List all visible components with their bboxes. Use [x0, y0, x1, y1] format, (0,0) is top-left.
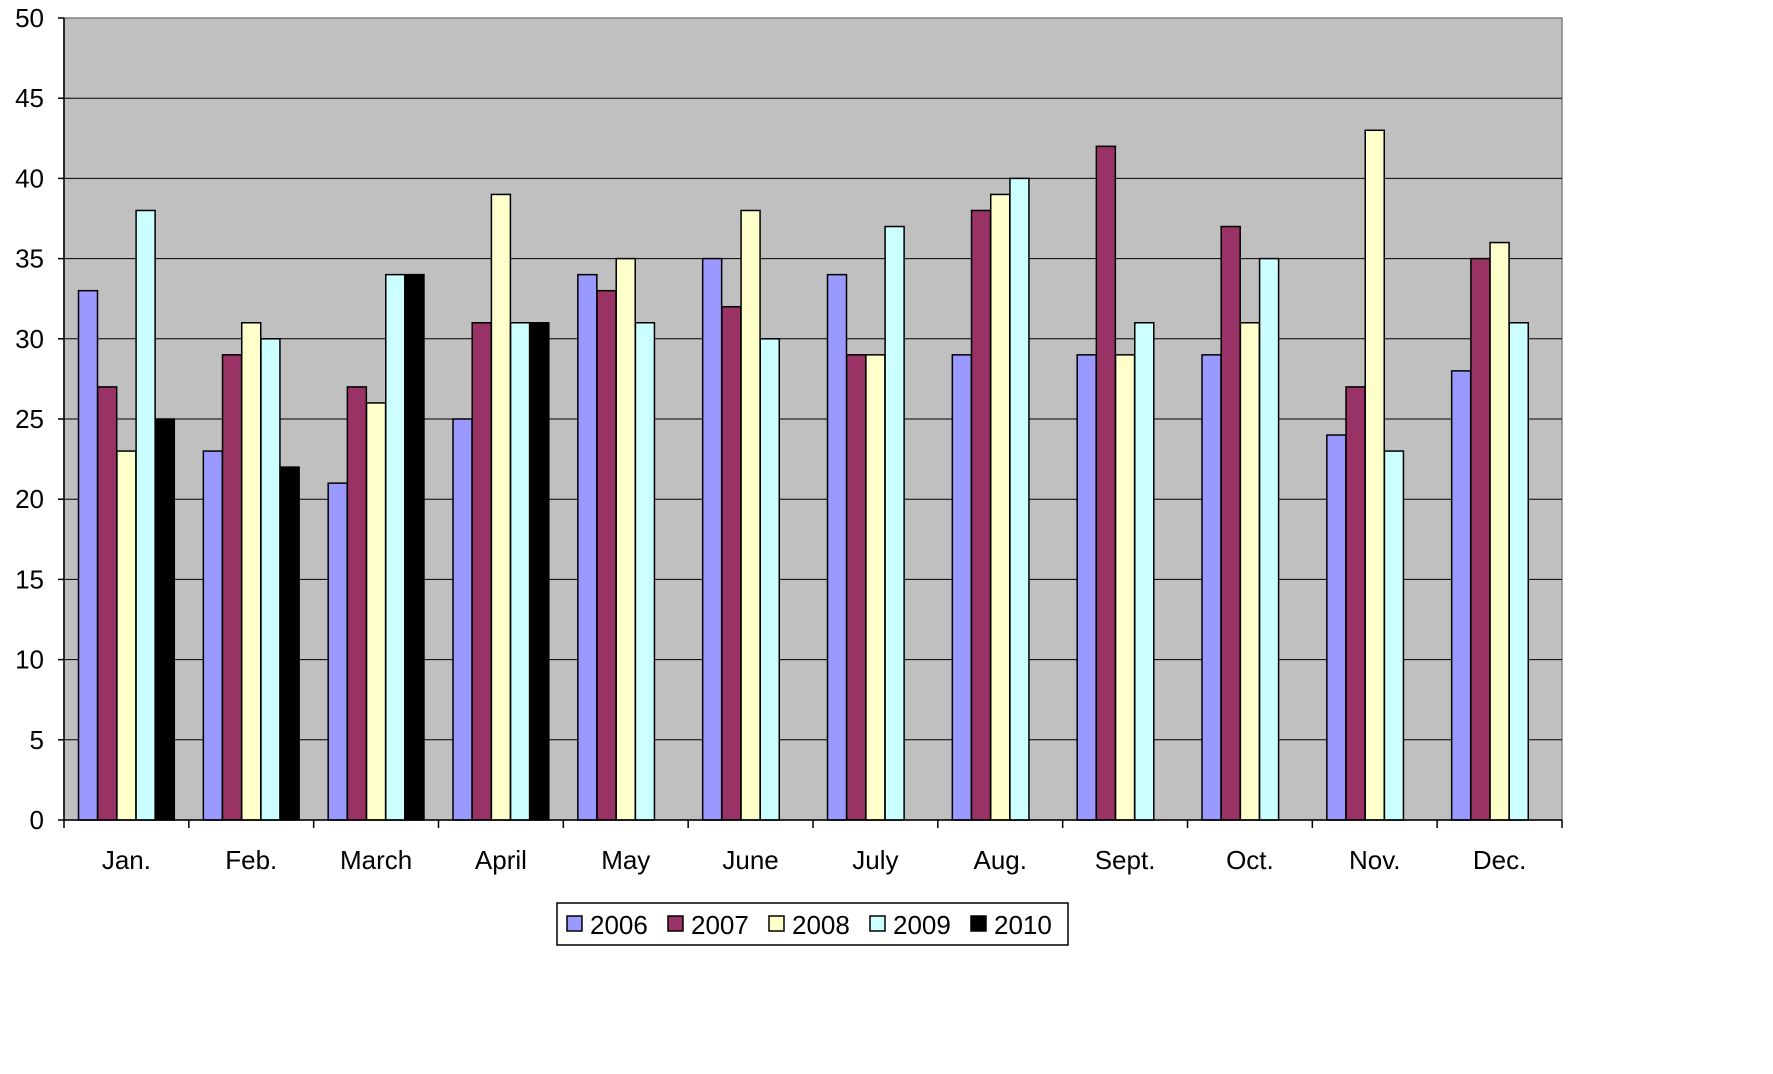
bar-2006-may [577, 273, 598, 821]
bar-2008-jan [116, 450, 137, 821]
bar-2009-oct [1258, 257, 1280, 821]
bar-2006-sept [1076, 354, 1097, 821]
legend: 2006 2007 2008 2009 2010 [556, 902, 1069, 946]
bar-2007-jan [96, 386, 118, 821]
bar-2008-may [615, 257, 636, 821]
y-tick-label: 0 [30, 805, 44, 835]
y-tick-label: 5 [30, 725, 44, 755]
y-tick-label: 10 [15, 645, 44, 675]
bar-2010-april [529, 322, 550, 821]
y-tick-label: 40 [15, 163, 44, 193]
bar-2008-feb [240, 322, 262, 821]
x-tick-label: Sept. [1095, 845, 1156, 875]
y-tick-label: 15 [15, 564, 44, 594]
bar-2007-feb [221, 354, 243, 821]
legend-swatch-2010 [970, 915, 987, 932]
bar-2007-nov [1345, 386, 1366, 821]
bar-2006-oct [1201, 354, 1222, 821]
x-tick-label: Nov. [1349, 845, 1401, 875]
legend-label-2010: 2010 [994, 910, 1052, 940]
legend-swatch-2006 [566, 915, 583, 932]
bar-2009-june [759, 338, 781, 821]
bar-2006-april [452, 418, 473, 821]
bar-2009-july [884, 225, 905, 821]
bar-2010-march [404, 273, 425, 821]
y-tick-label: 45 [15, 83, 44, 113]
x-tick-label: Oct. [1226, 845, 1274, 875]
x-tick-label: March [340, 845, 412, 875]
bar-2010-jan [154, 418, 176, 821]
legend-swatch-2007 [667, 915, 684, 932]
bar-2008-march [365, 402, 387, 821]
bar-2009-aug [1009, 177, 1030, 821]
bar-2009-dec [1508, 322, 1530, 821]
bar-2008-aug [989, 193, 1011, 821]
bar-2008-dec [1489, 241, 1510, 821]
bar-2007-aug [970, 209, 992, 821]
axes: 0 5 10 15 20 25 30 35 40 45 50 Jan. Feb. March April Ma… [15, 3, 1563, 875]
bar-2007-dec [1470, 257, 1491, 821]
y-tick-label: 30 [15, 324, 44, 354]
bar-2007-sept [1095, 145, 1117, 821]
bar-2008-april [490, 193, 512, 821]
legend-label-2007: 2007 [691, 910, 749, 940]
x-tick-label: Aug. [974, 845, 1028, 875]
bar-2009-nov [1383, 450, 1405, 821]
legend-swatch-2008 [768, 915, 785, 932]
x-tick-label: Dec. [1473, 845, 1526, 875]
bar-2009-sept [1134, 322, 1155, 821]
y-tick-label: 50 [15, 3, 44, 33]
legend-label-2009: 2009 [893, 910, 951, 940]
bar-2006-march [327, 482, 348, 821]
y-tick-label: 35 [15, 244, 44, 274]
bar-2009-feb [260, 338, 281, 821]
bar-2008-sept [1114, 354, 1136, 821]
bar-2009-april [509, 322, 531, 821]
bar-2007-june [721, 305, 742, 821]
bar-2009-jan [135, 209, 156, 821]
bar-2006-feb [202, 450, 224, 821]
x-tick-label: May [601, 845, 650, 875]
legend-swatch-2009 [869, 915, 886, 932]
legend-label-2008: 2008 [792, 910, 850, 940]
y-tick-label: 25 [15, 404, 44, 434]
bar-2008-june [740, 209, 761, 821]
x-tick-label: Feb. [225, 845, 277, 875]
gridlines [64, 97, 1562, 741]
bars [77, 129, 1530, 821]
bar-2006-aug [951, 354, 973, 821]
bar-2007-april [471, 322, 492, 821]
legend-label-2006: 2006 [590, 910, 648, 940]
bar-2006-nov [1326, 434, 1347, 821]
x-tick-label: July [852, 845, 898, 875]
bar-2007-july [845, 354, 867, 821]
bar-2009-march [385, 273, 406, 821]
bar-2006-july [826, 273, 848, 821]
bar-2006-june [701, 257, 723, 821]
y-tick-label: 20 [15, 484, 44, 514]
bar-2008-nov [1364, 129, 1385, 821]
bar-2006-dec [1450, 370, 1472, 821]
bar-2010-feb [279, 466, 300, 821]
bar-2006-jan [77, 289, 99, 821]
bar-2008-oct [1239, 322, 1261, 821]
bar-2007-oct [1220, 225, 1241, 821]
bar-2008-july [865, 354, 886, 821]
bar-2009-may [634, 322, 656, 821]
bar-2007-may [596, 289, 617, 821]
x-tick-label: April [475, 845, 527, 875]
x-tick-label: Jan. [102, 845, 151, 875]
bar-2007-march [346, 386, 368, 821]
x-tick-label: June [722, 845, 778, 875]
